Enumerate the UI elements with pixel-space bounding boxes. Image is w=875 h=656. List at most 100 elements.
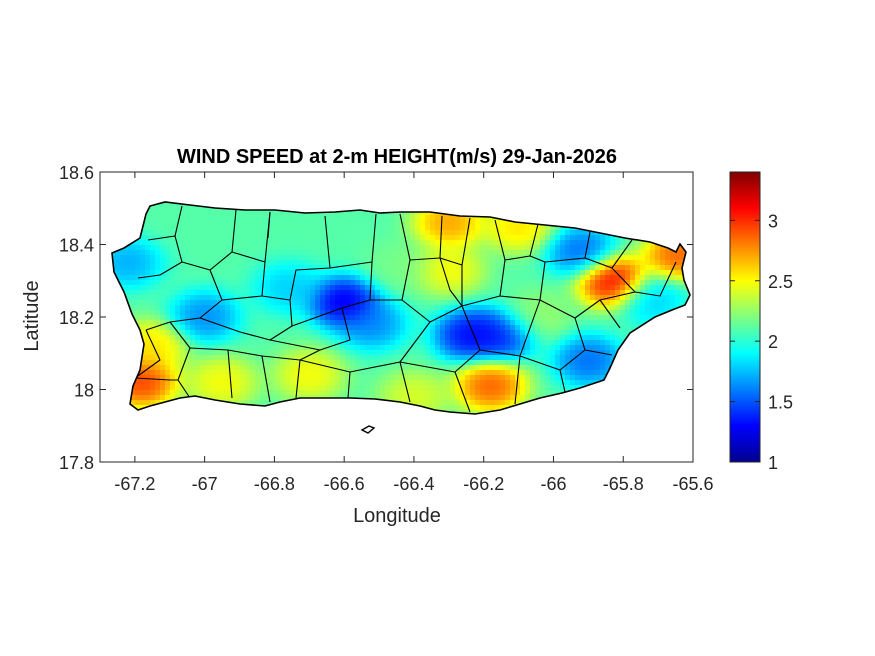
field-cell [535, 265, 541, 271]
field-cell [140, 380, 146, 386]
field-cell [175, 250, 181, 256]
field-cell [590, 360, 596, 366]
field-cell [375, 380, 381, 386]
field-cell [385, 325, 391, 331]
field-cell [630, 285, 636, 291]
field-cell [460, 360, 466, 366]
field-cell [470, 400, 476, 406]
field-cell [345, 300, 351, 306]
field-cell [600, 255, 606, 261]
field-cell [190, 370, 196, 376]
field-cell [490, 265, 496, 271]
field-cell [230, 310, 236, 316]
field-cell [215, 230, 221, 236]
field-cell [135, 285, 141, 291]
field-cell [485, 315, 491, 321]
field-cell [440, 340, 446, 346]
field-cell [190, 245, 196, 251]
field-cell [175, 265, 181, 271]
field-cell [180, 285, 186, 291]
field-cell [175, 370, 181, 376]
field-cell [395, 270, 401, 276]
field-cell [355, 215, 361, 221]
field-cell [415, 375, 421, 381]
field-cell [415, 255, 421, 261]
field-cell [370, 305, 376, 311]
field-cell [395, 340, 401, 346]
field-cell [170, 350, 176, 356]
field-cell [335, 215, 341, 221]
field-cell [250, 290, 256, 296]
field-cell [205, 300, 211, 306]
field-cell [170, 380, 176, 386]
field-cell [590, 365, 596, 371]
field-cell [130, 305, 136, 311]
field-cell [425, 260, 431, 266]
field-cell [465, 220, 471, 226]
field-cell [490, 255, 496, 261]
field-cell [215, 315, 221, 321]
field-cell [390, 295, 396, 301]
field-cell [515, 240, 521, 246]
field-cell [520, 365, 526, 371]
field-cell [465, 255, 471, 261]
field-cell [625, 280, 631, 286]
field-cell [355, 290, 361, 296]
field-cell [600, 285, 606, 291]
field-cell [250, 230, 256, 236]
field-cell [180, 355, 186, 361]
field-cell [645, 245, 651, 251]
field-cell [350, 290, 356, 296]
field-cell [550, 305, 556, 311]
field-cell [380, 290, 386, 296]
field-cell [240, 235, 246, 241]
field-cell [430, 330, 436, 336]
field-cell [320, 255, 326, 261]
field-cell [190, 280, 196, 286]
field-cell [405, 330, 411, 336]
field-cell [495, 335, 501, 341]
field-cell [535, 260, 541, 266]
field-cell [285, 390, 291, 396]
field-cell [505, 355, 511, 361]
field-cell [195, 360, 201, 366]
field-cell [540, 330, 546, 336]
field-cell [190, 390, 196, 396]
field-cell [420, 270, 426, 276]
field-cell [530, 285, 536, 291]
field-cell [570, 265, 576, 271]
field-cell [490, 275, 496, 281]
field-cell [380, 300, 386, 306]
field-cell [530, 375, 536, 381]
field-cell [405, 370, 411, 376]
field-cell [215, 330, 221, 336]
field-cell [150, 355, 156, 361]
field-cell [260, 320, 266, 326]
field-cell [375, 240, 381, 246]
field-cell [480, 250, 486, 256]
field-cell [440, 315, 446, 321]
field-cell [295, 320, 301, 326]
field-cell [370, 385, 376, 391]
field-cell [145, 320, 151, 326]
field-cell [195, 265, 201, 271]
field-cell [600, 290, 606, 296]
field-cell [555, 385, 561, 391]
field-cell [565, 355, 571, 361]
field-cell [425, 325, 431, 331]
field-cell [290, 320, 296, 326]
field-cell [555, 235, 561, 241]
field-cell [365, 390, 371, 396]
field-cell [190, 340, 196, 346]
field-cell [245, 320, 251, 326]
field-cell [280, 390, 286, 396]
field-cell [345, 295, 351, 301]
field-cell [440, 390, 446, 396]
field-cell [380, 380, 386, 386]
field-cell [205, 280, 211, 286]
field-cell [520, 230, 526, 236]
field-cell [275, 315, 281, 321]
field-cell [365, 345, 371, 351]
field-cell [175, 320, 181, 326]
field-cell [215, 305, 221, 311]
